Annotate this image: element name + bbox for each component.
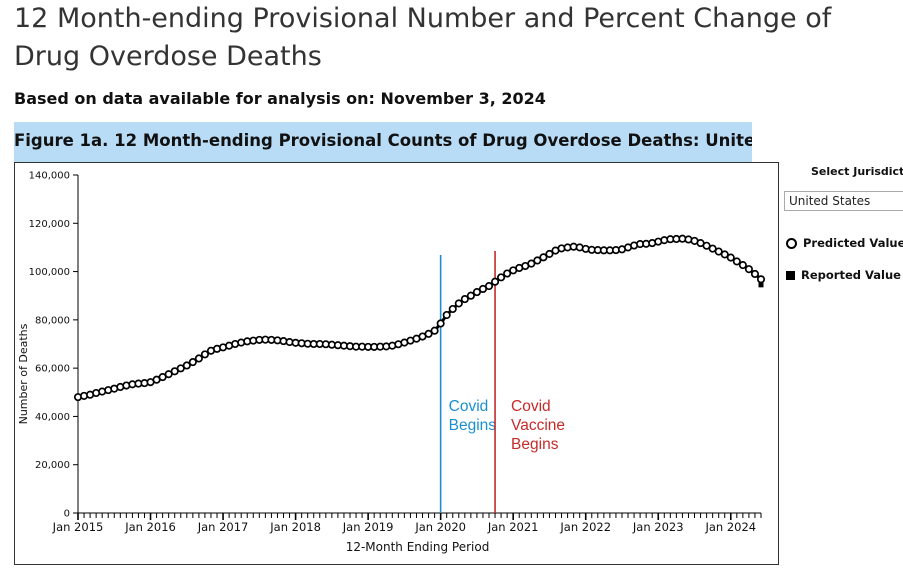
legend-label-reported: Reported Value [801,268,901,282]
predicted-value-point [539,253,548,262]
predicted-value-point [545,249,554,258]
predicted-value-point [164,370,173,379]
predicted-value-point [720,250,729,259]
predicted-value-point [448,304,457,314]
jurisdiction-select[interactable]: United States [784,191,903,211]
y-tick-label: 80,000 [35,315,70,326]
x-tick-label: Jan 2019 [342,520,394,534]
open-circle-icon [786,237,797,249]
x-tick-label: Jan 2022 [559,520,611,534]
predicted-value-point [750,269,760,279]
annotation-label: Covid [511,398,551,415]
predicted-value-point [732,257,741,266]
x-tick-label: Jan 2015 [52,520,104,534]
predicted-value-point [424,329,433,338]
predicted-value-point [430,326,439,335]
predicted-value-point [158,373,167,382]
predicted-value-point [200,350,209,359]
overdose-deaths-chart: 0 20,000 40,000 60,000 80,000 100,000 120,000 1… [17,171,766,554]
y-tick-label: 100,000 [29,267,70,278]
x-tick-label: Jan 2020 [414,520,466,534]
predicted-value-point [744,265,753,274]
predicted-value-point [497,273,506,282]
x-tick-label: Jan 2018 [269,520,321,534]
y-axis-title: Number of Deaths [17,323,30,424]
filled-square-icon [786,270,795,280]
legend-item-predicted: Predicted Value [786,236,903,250]
predicted-value-point [738,261,747,270]
y-tick-label: 60,000 [35,364,70,375]
predicted-value-point [527,259,536,268]
x-tick-label: Jan 2016 [124,520,176,534]
predicted-value-point [714,247,723,256]
predicted-value-point [491,277,500,286]
predicted-value-point [454,299,463,308]
reported-value-line [77,237,762,399]
x-tick-label: Jan 2021 [487,520,539,534]
predicted-value-point [533,256,542,265]
predicted-value-point [442,310,451,320]
figure-title: Figure 1a. 12 Month-ending Provisional C… [14,131,752,150]
x-axis-title: 12-Month Ending Period [346,540,490,554]
y-tick-label: 0 [64,509,70,520]
legend-item-reported: Reported Value [786,268,901,282]
annotation-label: Covid [449,398,489,415]
predicted-value-point [466,291,475,300]
jurisdiction-label: Select Jurisdiction [811,165,903,178]
x-tick-label: Jan 2023 [632,520,684,534]
page-subtitle: Based on data available for analysis on:… [14,89,546,108]
predicted-value-point [182,361,191,370]
chart-frame [14,162,779,565]
predicted-value-point [176,364,185,373]
legend-label-predicted: Predicted Value [803,236,903,250]
x-tick-label: Jan 2017 [197,520,249,534]
page-title: 12 Month-ending Provisional Number and P… [14,3,832,72]
y-tick-label: 140,000 [29,171,70,182]
predicted-value-point [472,288,481,297]
predicted-value-point [484,282,494,291]
y-tick-label: 120,000 [29,219,70,230]
x-tick-label: Jan 2024 [704,520,756,534]
y-tick-label: 20,000 [35,460,70,471]
figure-title-banner: Figure 1a. 12 Month-ending Provisional C… [14,122,752,162]
annotation-label: Begins [449,417,497,434]
predicted-value-point [436,319,445,328]
predicted-value-point [702,241,711,250]
predicted-value-point [708,244,717,253]
predicted-value-point [503,269,512,278]
annotation-label: Begins [511,436,559,453]
predicted-value-point [726,253,735,262]
reported-value-point [758,282,764,288]
predicted-value-point [460,295,469,304]
predicted-value-point [188,358,197,367]
annotation-label: Vaccine [511,417,565,434]
predicted-value-point [478,284,488,294]
y-tick-label: 40,000 [35,412,70,423]
predicted-value-point [170,367,179,376]
predicted-value-point [756,275,766,284]
predicted-value-point [194,354,203,363]
